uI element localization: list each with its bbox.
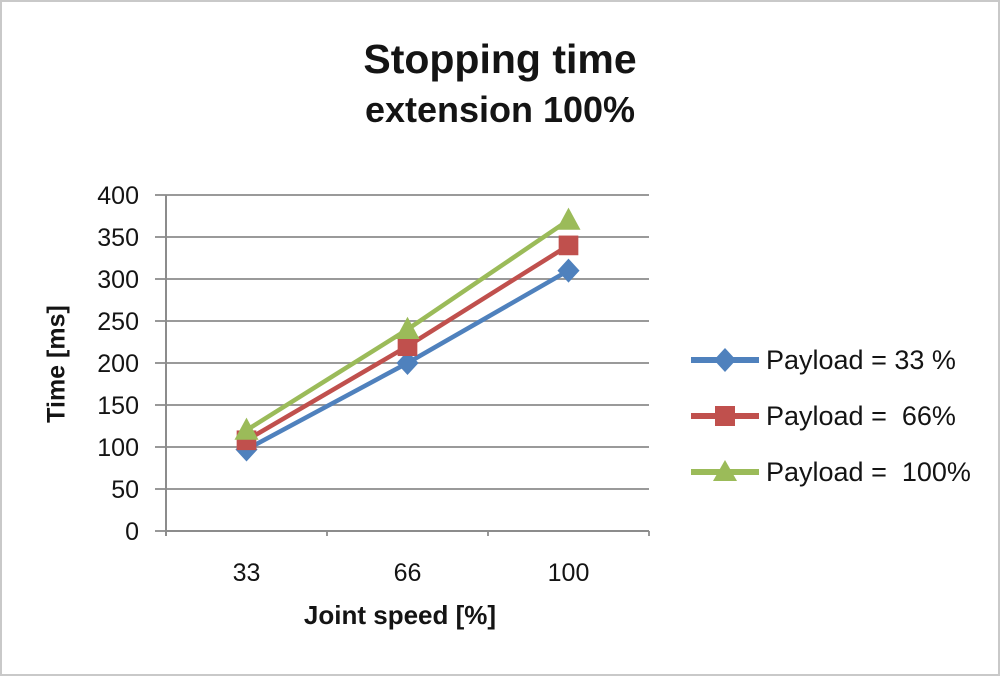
x-tick-label: 66: [394, 559, 422, 587]
y-tick-label: 400: [97, 182, 139, 210]
y-axis-title: Time [ms]: [42, 305, 71, 423]
chart-subtitle: extension 100%: [364, 89, 636, 130]
y-tick-label: 0: [125, 518, 139, 546]
data-point-diamond: [557, 258, 580, 283]
data-point-diamond: [396, 351, 419, 375]
legend-item-payload-100: Payload = 100%: [690, 444, 971, 500]
legend-label: Payload = 100%: [766, 456, 971, 487]
series-2: [234, 207, 581, 440]
legend-marker-square-icon: [715, 406, 735, 426]
data-point-triangle: [234, 417, 259, 440]
legend-marker-triangle-icon: [713, 460, 737, 481]
legend-label: Payload = 66%: [766, 400, 956, 431]
x-tick-label: 100: [548, 559, 590, 587]
legend-line-diamond-icon: [691, 348, 759, 372]
y-tick-label: 100: [97, 434, 139, 462]
legend-marker-diamond-icon: [713, 348, 737, 372]
y-tick-label: 200: [97, 350, 139, 378]
data-point-square: [397, 336, 418, 357]
y-tick-label: 150: [97, 392, 139, 420]
legend-label: Payload = 33 %: [766, 344, 956, 375]
x-tick-label: 33: [233, 559, 261, 587]
chart-title-block: Stopping time extension 100%: [2, 32, 998, 134]
legend-line-triangle-icon: [691, 460, 759, 481]
x-axis-title: Joint speed [%]: [303, 600, 497, 630]
legend-item-payload-33: Payload = 33 %: [690, 332, 971, 388]
legend: Payload = 33 % Payload = 66% Payload = 1…: [690, 332, 971, 500]
chart-title: Stopping time: [363, 36, 637, 82]
y-tick-label: 300: [97, 266, 139, 294]
y-tick-label: 350: [97, 224, 139, 252]
y-tick-label: 50: [111, 476, 139, 504]
legend-item-payload-66: Payload = 66%: [690, 388, 971, 444]
series-1: [236, 235, 579, 451]
data-point-triangle: [556, 207, 581, 230]
legend-line-square-icon: [691, 406, 759, 426]
y-tick-label: 250: [97, 308, 139, 336]
data-point-square: [558, 235, 579, 256]
data-point-triangle: [395, 316, 420, 339]
series-0: [235, 258, 580, 462]
